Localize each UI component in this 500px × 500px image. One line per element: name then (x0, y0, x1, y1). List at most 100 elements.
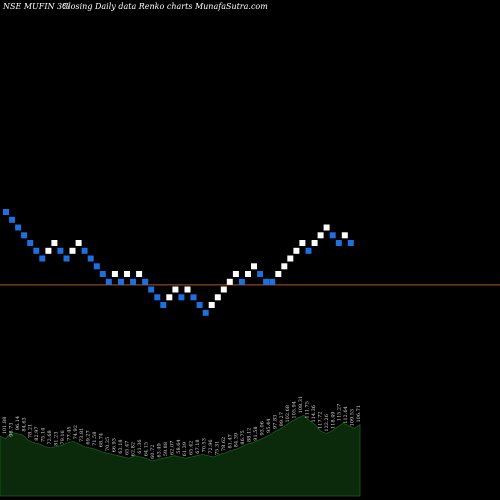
volume-label: 78.21 (28, 424, 34, 438)
volume-label: 65.47 (124, 441, 130, 455)
volume-label: 71.58 (92, 432, 98, 446)
renko-brick-up (111, 271, 118, 277)
volume-label: 117.72 (317, 412, 323, 430)
renko-brick-up (226, 278, 233, 285)
renko-brick-up (245, 271, 251, 277)
volume-label: 59.88 (163, 442, 169, 456)
renko-bricks (3, 209, 354, 316)
volume-label: 70.53 (202, 438, 208, 452)
renko-brick-down (202, 309, 209, 316)
renko-brick-down (335, 240, 342, 246)
volume-label: 118.49 (330, 412, 336, 430)
renko-brick-up (323, 224, 330, 231)
volume-label: 112.64 (343, 406, 349, 424)
renko-brick-up (172, 286, 179, 293)
renko-brick-up (341, 232, 348, 239)
renko-brick-down (190, 294, 197, 301)
volume-label: 108.31 (298, 396, 304, 414)
renko-brick-down (27, 240, 34, 246)
volume-label: 84.63 (21, 417, 27, 431)
renko-brick-down (263, 278, 270, 285)
renko-brick-down (39, 255, 46, 262)
renko-brick-down (238, 278, 245, 285)
volume-label: 106.71 (356, 405, 362, 423)
renko-brick-down (81, 247, 88, 254)
renko-brick-up (184, 286, 191, 293)
volume-label: 69.27 (86, 430, 92, 444)
volume-label: 74.92 (73, 425, 79, 439)
volume-label: 58.64 (176, 439, 182, 453)
renko-brick-down (154, 294, 161, 301)
volume-label: 81.23 (54, 432, 60, 446)
volume-label: 96.14 (15, 416, 21, 430)
volume-label: 63.18 (118, 439, 124, 453)
renko-brick-up (45, 247, 52, 254)
renko-brick-up (166, 294, 173, 301)
renko-brick-up (75, 240, 82, 246)
renko-brick-down (33, 247, 40, 254)
renko-brick-down (178, 294, 185, 301)
renko-brick-down (9, 216, 16, 223)
volume-label: 88.12 (247, 428, 253, 442)
volume-labels: 101.88 98.73 96.14 84.63 78.21 82.97 75.14 72.6… (2, 396, 362, 459)
renko-brick-up (136, 271, 143, 277)
renko-brick-down (105, 278, 112, 285)
volume-label: 115.27 (337, 404, 343, 422)
renko-brick-up (251, 263, 257, 270)
renko-brick-down (257, 271, 264, 277)
volume-label: 98.73 (8, 422, 14, 436)
volume-label: 102.68 (285, 405, 291, 423)
volume-label: 75.14 (41, 428, 47, 442)
renko-brick-up (287, 255, 294, 262)
renko-brick-up (214, 294, 221, 301)
volume-label: 101.88 (2, 417, 8, 435)
volume-label: 81.47 (227, 434, 233, 448)
renko-brick-down (118, 278, 124, 285)
renko-brick-down (347, 240, 354, 246)
renko-brick-up (293, 247, 300, 254)
volume-label: 78.62 (221, 437, 227, 451)
volume-label: 97.83 (272, 415, 278, 429)
renko-brick-down (93, 263, 100, 270)
chart-title: NSE MUFIN 3% (2, 2, 70, 11)
volume-label: 72.96 (208, 439, 214, 453)
volume-label: 122.26 (324, 414, 330, 432)
volume-label: 95.44 (266, 419, 272, 433)
renko-brick-down (148, 286, 155, 293)
volume-label: 62.07 (169, 441, 175, 455)
renko-brick-up (124, 271, 130, 277)
renko-brick-up (51, 240, 58, 246)
renko-brick-up (317, 232, 324, 239)
volume-label: 61.39 (182, 442, 188, 456)
renko-brick-down (87, 255, 94, 262)
renko-brick-up (208, 302, 215, 308)
volume-label: 77.45 (66, 426, 72, 440)
volume-label: 66.93 (111, 438, 117, 452)
volume-label: 60.72 (150, 445, 156, 459)
renko-brick-down (99, 271, 106, 277)
volume-label: 62.82 (131, 442, 137, 456)
volume-label: 105.94 (292, 401, 298, 419)
volume-label: 73.81 (79, 428, 85, 442)
volume-label: 64.15 (144, 442, 150, 456)
volume-label: 68.74 (99, 433, 105, 447)
volume-label: 70.25 (105, 437, 111, 451)
chart-subtitle: Closing Daily data Renko charts MunafaSu… (62, 2, 268, 11)
volume-label: 67.18 (195, 439, 201, 453)
volume-label: 84.39 (234, 433, 240, 447)
renko-brick-down (196, 302, 203, 308)
volume-label: 79.16 (60, 430, 66, 444)
renko-brick-up (69, 247, 76, 254)
renko-brick-down (142, 278, 149, 285)
volume-label: 99.27 (279, 412, 285, 426)
renko-brick-down (15, 224, 22, 231)
renko-brick-up (220, 286, 227, 293)
volume-label: 93.06 (260, 421, 266, 435)
volume-panel (0, 414, 361, 497)
renko-brick-up (299, 240, 306, 246)
volume-label: 82.97 (34, 426, 40, 440)
renko-brick-down (130, 278, 137, 285)
volume-label: 72.68 (47, 430, 53, 444)
renko-brick-down (269, 278, 276, 285)
volume-label: 91.58 (253, 426, 259, 440)
